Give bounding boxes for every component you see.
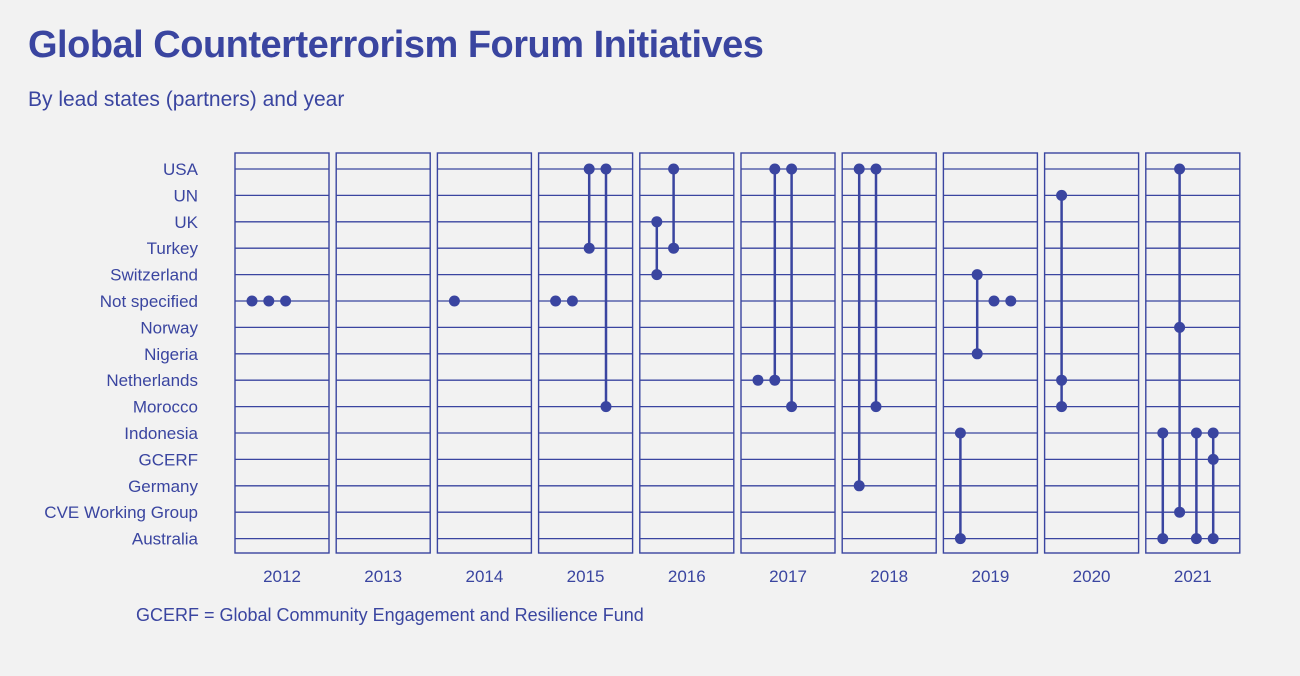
year-label: 2012 <box>263 567 301 586</box>
initiative-dot <box>1157 533 1169 545</box>
year-label: 2016 <box>668 567 706 586</box>
initiative-dot <box>1174 163 1186 175</box>
partner-label: Germany <box>128 477 198 496</box>
partner-label: Australia <box>132 530 199 549</box>
initiative-dot <box>448 295 460 307</box>
initiative-dot <box>1174 506 1186 518</box>
year-label: 2019 <box>971 567 1009 586</box>
partner-label: USA <box>163 160 199 179</box>
partner-label: CVE Working Group <box>44 503 198 522</box>
initiative-dot <box>1207 427 1219 439</box>
year-panel-2014 <box>436 152 533 554</box>
initiative-dot <box>1056 374 1068 386</box>
year-panel-2016 <box>639 152 735 554</box>
initiative-dot <box>1174 321 1186 333</box>
initiative-dot <box>263 295 275 307</box>
partner-label: Switzerland <box>110 266 198 285</box>
partner-label: Netherlands <box>106 371 198 390</box>
initiative-dot <box>971 348 983 360</box>
initiative-dot <box>752 374 764 386</box>
partner-labels: USA UN UK Turkey Switzerland Not specified Nor… <box>44 160 198 549</box>
initiative-dot <box>246 295 258 307</box>
initiative-dot <box>600 401 612 413</box>
year-panel-2013 <box>335 152 431 554</box>
year-panels <box>234 152 1241 554</box>
partner-label: UN <box>173 186 198 205</box>
initiative-dot <box>786 401 798 413</box>
year-panel-2019 <box>942 152 1039 554</box>
year-label: 2020 <box>1073 567 1111 586</box>
year-label: 2015 <box>567 567 605 586</box>
year-label: 2018 <box>870 567 908 586</box>
year-panel-2017 <box>740 152 836 554</box>
initiative-dot <box>853 163 865 175</box>
initiative-dot <box>1056 189 1068 201</box>
initiative-dot <box>971 269 983 281</box>
initiative-dot <box>566 295 578 307</box>
partner-label: GCERF <box>139 450 199 469</box>
year-panel-2018 <box>841 152 937 554</box>
initiative-dot <box>600 163 612 175</box>
year-panel-2021 <box>1145 152 1241 554</box>
year-panel-2015 <box>537 152 634 554</box>
initiative-marks <box>246 163 1219 545</box>
year-panel-2020 <box>1043 152 1140 554</box>
partner-label: Not specified <box>100 292 198 311</box>
chart-title: Global Counterterrorism Forum Initiative… <box>28 24 764 66</box>
initiative-dot <box>1207 533 1219 545</box>
initiative-dot <box>769 374 781 386</box>
year-panel-2012 <box>234 152 330 554</box>
initiative-dot <box>668 163 680 175</box>
partner-label: Nigeria <box>144 345 198 364</box>
partner-label: Morocco <box>133 398 198 417</box>
year-label: 2013 <box>364 567 402 586</box>
initiative-dot <box>853 480 865 492</box>
partner-label: Indonesia <box>124 424 198 443</box>
initiative-dot <box>1005 295 1017 307</box>
chart-subtitle: By lead states (partners) and year <box>28 88 345 111</box>
year-label: 2014 <box>465 567 503 586</box>
initiative-dot <box>280 295 292 307</box>
initiative-dot <box>954 427 966 439</box>
initiative-dot <box>870 401 882 413</box>
initiative-dot <box>870 163 882 175</box>
initiative-dot <box>1207 453 1219 465</box>
initiative-dot <box>583 242 595 254</box>
initiative-dot <box>1190 533 1202 545</box>
partner-label: Turkey <box>147 239 199 258</box>
initiative-dot <box>1056 401 1068 413</box>
initiative-dot <box>550 295 562 307</box>
initiative-dot <box>988 295 1000 307</box>
partner-label: UK <box>174 213 198 232</box>
year-label: 2017 <box>769 567 807 586</box>
initiative-dot <box>668 242 680 254</box>
partner-label: Norway <box>140 318 198 337</box>
initiative-dot <box>1157 427 1169 439</box>
initiative-dot <box>1190 427 1202 439</box>
initiative-dot <box>651 216 663 228</box>
footnote: GCERF = Global Community Engagement and … <box>136 605 644 625</box>
initiative-dot <box>583 163 595 175</box>
initiative-dot <box>954 533 966 545</box>
year-label: 2021 <box>1174 567 1212 586</box>
initiative-dot <box>769 163 781 175</box>
initiative-dot <box>651 269 663 281</box>
initiative-dot <box>786 163 798 175</box>
year-labels: 2012 2013 2014 2015 2016 2017 2018 2019 2020 2021 <box>263 567 1212 586</box>
